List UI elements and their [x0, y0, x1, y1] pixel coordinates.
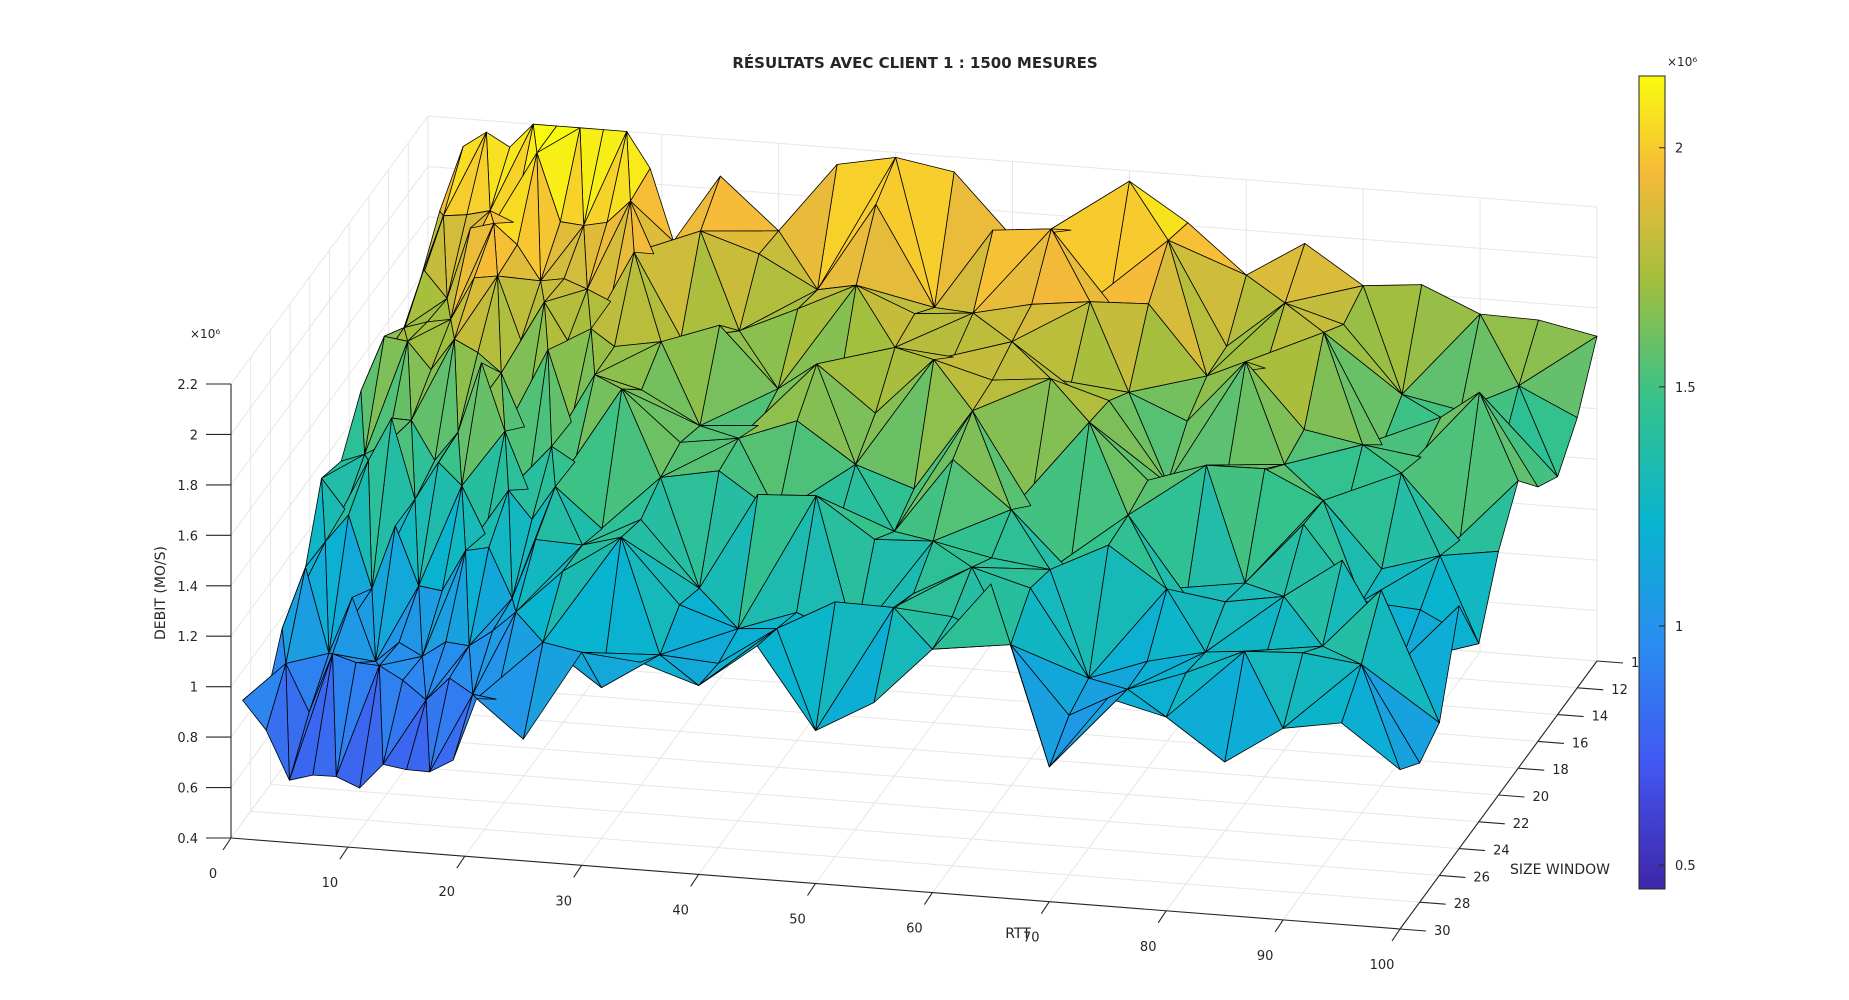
z-tick-label: 1	[190, 681, 198, 696]
z-axis-label: DEBIT (MO/S)	[153, 546, 169, 640]
colorbar-gradient	[1638, 75, 1666, 890]
left-wall-grid-line-z	[230, 166, 429, 435]
x-tick-mark	[573, 864, 583, 878]
surface-facet	[698, 628, 778, 686]
x-axis-label: RTT	[1005, 926, 1031, 942]
y-tick-label: 14	[1592, 710, 1609, 725]
x-tick-label: 40	[672, 903, 689, 918]
y-tick-mark	[1596, 660, 1624, 664]
z-tick-label: 1.2	[177, 630, 198, 645]
z-tick-label: 1.6	[177, 529, 198, 544]
y-tick-mark	[1498, 794, 1525, 798]
x-tick-label: 100	[1370, 958, 1395, 973]
x-tick-label: 30	[555, 894, 572, 909]
surface-facet	[335, 665, 380, 789]
surface-facet	[581, 651, 661, 663]
x-tick-mark	[923, 892, 933, 905]
surface-facet	[242, 663, 287, 731]
surface-facet	[815, 607, 895, 731]
y-tick-mark	[1557, 714, 1584, 718]
axes-labels: 0102030405060708090100101214161820222426…	[153, 53, 1648, 973]
colorbar: 0.5 1 1.5 2 ×10⁶	[1638, 55, 1697, 890]
y-tick-label: 22	[1513, 817, 1530, 832]
y-tick-mark	[1577, 687, 1604, 691]
z-tick-label: 1.8	[177, 479, 198, 494]
colorbar-tick-label: 0.5	[1675, 859, 1696, 874]
floor-grid-line-y	[250, 810, 1420, 903]
floor-grid-line-y	[309, 730, 1479, 823]
x-tick-label: 90	[1257, 949, 1274, 964]
x-tick-label: 10	[322, 876, 339, 891]
x-tick-mark	[339, 846, 349, 860]
surface-mesh	[242, 123, 1598, 789]
floor-grid-line-y	[270, 783, 1440, 876]
z-tick-label: 2	[190, 428, 198, 443]
left-wall-grid-line-z	[230, 115, 429, 385]
y-tick-mark	[1399, 928, 1427, 932]
chart-title: RÉSULTATS AVEC CLIENT 1 : 1500 MESURES	[732, 53, 1097, 72]
z-tick-label: 1.4	[177, 580, 198, 595]
y-tick-label: 18	[1552, 763, 1569, 778]
left-wall-grid-line-z	[230, 267, 429, 536]
surface-facet	[288, 653, 333, 781]
x-tick-label: 50	[789, 913, 806, 928]
surface-facet	[476, 641, 544, 740]
z-axis-multiplier: ×10⁶	[190, 327, 220, 341]
x-tick-mark	[1274, 919, 1284, 933]
z-tick-label: 2.2	[177, 378, 198, 393]
z-tick-label: 0.8	[177, 731, 198, 746]
x-tick-mark	[1040, 901, 1050, 915]
y-tick-mark	[1478, 821, 1505, 825]
y-tick-mark	[1537, 740, 1564, 744]
y-tick-label: 16	[1572, 736, 1589, 751]
x-tick-label: 0	[209, 867, 217, 882]
surface-facet	[340, 390, 366, 462]
y-tick-label: 12	[1611, 683, 1628, 698]
colorbar-multiplier: ×10⁶	[1667, 55, 1697, 69]
y-tick-label: 30	[1434, 924, 1451, 939]
y-tick-label: 28	[1454, 897, 1471, 912]
surface-facet	[700, 175, 780, 232]
surface-facet	[1048, 688, 1128, 768]
colorbar-tick-label: 1	[1675, 620, 1683, 635]
surface-facet	[382, 699, 427, 770]
y-tick-mark	[1518, 767, 1545, 771]
surface-facet	[1165, 650, 1245, 763]
y-tick-label: 20	[1533, 790, 1550, 805]
floor-grid-line-y	[290, 757, 1460, 850]
x-tick-mark	[807, 883, 816, 896]
x-tick-mark	[222, 837, 232, 851]
z-tick-label: 0.6	[177, 782, 198, 797]
surface-facet	[1282, 664, 1362, 729]
colorbar-tick-label: 1.5	[1675, 381, 1696, 396]
y-tick-label: 24	[1493, 844, 1510, 859]
x-tick-label: 80	[1140, 940, 1157, 955]
y-tick-mark	[1439, 874, 1466, 878]
x-tick-label: 60	[906, 922, 923, 937]
x-tick-label: 70	[1023, 931, 1040, 946]
surface-facet	[932, 583, 1011, 650]
y-tick-mark	[1419, 901, 1446, 905]
x-tick-mark	[456, 855, 466, 869]
x-tick-mark	[1391, 928, 1401, 942]
y-tick-mark	[1459, 848, 1486, 852]
y-axis-label: SIZE WINDOW	[1510, 862, 1610, 878]
z-tick-label: 0.4	[177, 832, 198, 847]
x-tick-mark	[1157, 910, 1167, 924]
surface-facet	[429, 693, 474, 773]
colorbar-tick-label: 2	[1675, 142, 1683, 157]
left-wall-grid-line-z	[230, 216, 429, 486]
x-tick-mark	[690, 874, 700, 887]
y-tick-label: 26	[1473, 870, 1490, 885]
x-tick-label: 20	[439, 885, 456, 900]
axes-lines	[206, 383, 1624, 942]
